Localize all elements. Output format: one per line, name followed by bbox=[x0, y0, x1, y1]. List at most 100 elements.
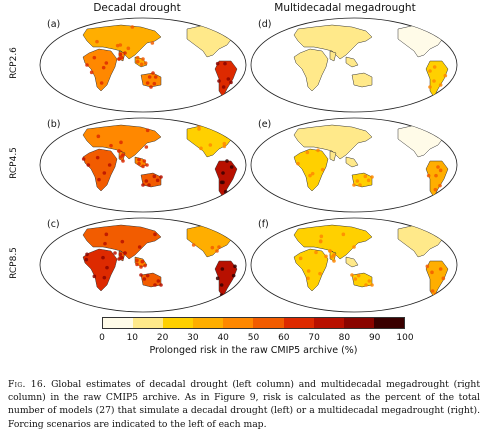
land-greenland bbox=[437, 220, 451, 228]
risk-hotspot bbox=[145, 273, 150, 278]
caption-text: Global estimates of decadal drought (lef… bbox=[8, 379, 481, 430]
risk-hotspot bbox=[316, 148, 320, 153]
risk-hotspot bbox=[364, 283, 368, 287]
panel-label-f: (f) bbox=[258, 219, 269, 230]
colorbar-swatch bbox=[283, 318, 314, 328]
world-map-e bbox=[250, 117, 458, 213]
risk-hotspot bbox=[296, 161, 300, 166]
risk-hotspot bbox=[332, 259, 336, 263]
risk-hotspot bbox=[119, 255, 124, 260]
risk-hotspot bbox=[226, 77, 231, 81]
land-greenland bbox=[437, 20, 451, 28]
map-panel-e: (e) bbox=[248, 115, 460, 215]
risk-hotspot bbox=[370, 283, 374, 287]
land-eurasia bbox=[293, 224, 373, 260]
world-map-b bbox=[39, 117, 247, 213]
risk-hotspot bbox=[366, 178, 371, 183]
colorbar-tick-label: 50 bbox=[247, 333, 260, 343]
risk-hotspot bbox=[119, 55, 124, 60]
map-panel-b: (b) bbox=[37, 115, 249, 215]
panel-label-c: (c) bbox=[47, 219, 60, 230]
risk-hotspot bbox=[223, 189, 228, 194]
risk-hotspot bbox=[356, 273, 361, 278]
risk-hotspot bbox=[144, 145, 149, 149]
land-africa bbox=[82, 248, 118, 292]
risk-hotspot bbox=[139, 265, 143, 269]
risk-hotspot bbox=[101, 255, 105, 260]
risk-hotspot bbox=[222, 144, 227, 149]
risk-hotspot bbox=[428, 69, 432, 73]
risk-hotspot bbox=[353, 277, 358, 281]
risk-hotspot bbox=[352, 245, 356, 249]
risk-hotspot bbox=[367, 279, 372, 283]
land-samerica bbox=[425, 60, 449, 98]
risk-hotspot bbox=[135, 258, 139, 263]
risk-hotspot bbox=[222, 141, 227, 146]
risk-hotspot bbox=[142, 159, 147, 163]
risk-hotspot bbox=[117, 149, 121, 153]
risk-hotspot bbox=[145, 128, 150, 133]
colorbar-tick-label: 90 bbox=[368, 333, 381, 343]
land-eurasia bbox=[82, 24, 162, 60]
risk-hotspot bbox=[101, 65, 106, 70]
risk-hotspot bbox=[443, 73, 448, 78]
land-india bbox=[329, 150, 337, 162]
risk-hotspot bbox=[208, 143, 213, 147]
colorbar bbox=[102, 317, 405, 331]
risk-hotspot bbox=[352, 183, 356, 187]
risk-hotspot bbox=[109, 143, 113, 148]
risk-hotspot bbox=[95, 39, 99, 44]
risk-hotspot bbox=[229, 165, 234, 169]
risk-hotspot bbox=[432, 79, 436, 83]
risk-hotspot bbox=[428, 85, 432, 89]
risk-hotspot bbox=[117, 257, 121, 261]
risk-hotspot bbox=[126, 46, 131, 51]
risk-hotspot bbox=[137, 161, 141, 166]
risk-hotspot bbox=[150, 41, 155, 45]
colorbar-tick-label: 100 bbox=[396, 333, 414, 343]
risk-hotspot bbox=[350, 273, 354, 277]
risk-hotspot bbox=[319, 234, 324, 239]
colorbar-tick-label: 80 bbox=[338, 333, 351, 343]
risk-hotspot bbox=[81, 157, 86, 161]
land-seasia bbox=[345, 156, 359, 168]
risk-hotspot bbox=[199, 146, 203, 151]
risk-hotspot bbox=[152, 174, 157, 179]
row-label-rcp85: RCP8.5 bbox=[9, 247, 19, 279]
risk-hotspot bbox=[314, 250, 318, 255]
world-map-d bbox=[250, 17, 458, 113]
colorbar-swatch bbox=[253, 318, 284, 328]
risk-hotspot bbox=[320, 167, 325, 172]
risk-hotspot bbox=[121, 153, 125, 157]
risk-hotspot bbox=[141, 57, 145, 61]
risk-hotspot bbox=[231, 273, 236, 278]
risk-hotspot bbox=[145, 163, 149, 167]
risk-hotspot bbox=[425, 264, 430, 269]
risk-hotspot bbox=[86, 163, 91, 167]
colorbar-swatch bbox=[343, 318, 374, 328]
risk-hotspot bbox=[121, 159, 125, 163]
risk-hotspot bbox=[135, 262, 139, 267]
risk-hotspot bbox=[215, 225, 219, 230]
risk-hotspot bbox=[137, 245, 142, 249]
risk-hotspot bbox=[105, 265, 109, 270]
risk-hotspot bbox=[221, 85, 226, 89]
risk-hotspot bbox=[135, 59, 140, 64]
risk-hotspot bbox=[438, 267, 443, 271]
risk-hotspot bbox=[143, 263, 147, 268]
risk-hotspot bbox=[144, 179, 149, 183]
risk-hotspot bbox=[318, 239, 323, 243]
risk-hotspot bbox=[149, 85, 153, 89]
colorbar-tick-label: 0 bbox=[99, 333, 105, 343]
risk-hotspot bbox=[103, 241, 107, 246]
map-panel-d: (d) bbox=[248, 15, 460, 115]
colorbar-tick-label: 40 bbox=[217, 333, 229, 343]
risk-hotspot bbox=[438, 183, 442, 188]
row-label-rcp26: RCP2.6 bbox=[9, 47, 19, 79]
risk-hotspot bbox=[113, 251, 117, 255]
risk-hotspot bbox=[306, 269, 311, 273]
risk-hotspot bbox=[305, 150, 310, 155]
risk-hotspot bbox=[145, 81, 150, 85]
land-seasia bbox=[345, 56, 359, 68]
land-greenland bbox=[226, 20, 240, 28]
